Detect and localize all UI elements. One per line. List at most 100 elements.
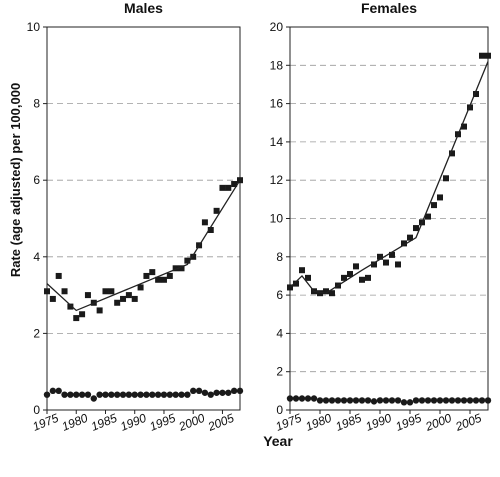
circle-point xyxy=(137,391,144,398)
circle-point xyxy=(466,397,474,404)
circle-point xyxy=(166,391,174,398)
circle-point xyxy=(298,395,306,402)
y-tick-label: 10 xyxy=(27,20,41,34)
square-point xyxy=(231,181,238,188)
circle-point xyxy=(73,391,80,398)
square-point xyxy=(143,272,150,279)
circle-point xyxy=(352,397,360,404)
trend-line xyxy=(289,61,489,294)
circle-point xyxy=(358,397,366,404)
square-point xyxy=(184,257,191,264)
circle-point xyxy=(376,397,384,404)
y-tick-label: 20 xyxy=(270,20,284,34)
circle-point xyxy=(430,397,438,404)
y-axis-label: Rate (age adjusted) per 100,000 xyxy=(8,83,23,277)
square-point xyxy=(49,295,56,302)
x-tick-label: 2000 xyxy=(176,411,207,434)
square-point xyxy=(131,295,138,302)
y-tick-label: 2 xyxy=(276,365,283,379)
square-point xyxy=(377,253,383,260)
x-tick-label: 1995 xyxy=(147,411,177,434)
circle-point xyxy=(108,391,115,398)
y-tick-label: 8 xyxy=(276,250,283,264)
square-point xyxy=(443,175,449,182)
y-tick-label: 14 xyxy=(270,135,284,149)
y-tick-label: 12 xyxy=(270,173,284,187)
circle-point xyxy=(213,389,220,396)
square-point xyxy=(55,272,62,279)
circle-point xyxy=(334,397,342,404)
circle-point xyxy=(125,391,133,398)
circle-point xyxy=(143,391,150,398)
circle-point xyxy=(304,395,312,402)
square-point xyxy=(467,104,473,111)
circle-point xyxy=(113,391,121,398)
square-point xyxy=(190,253,197,260)
square-point xyxy=(225,184,232,191)
y-tick-label: 16 xyxy=(270,97,284,111)
circle-point xyxy=(328,397,336,404)
circle-point xyxy=(43,391,51,398)
circle-point xyxy=(149,391,156,398)
x-tick-label: 1980 xyxy=(303,411,333,434)
circle-point xyxy=(346,397,354,404)
circle-point xyxy=(236,387,244,395)
y-tick-label: 0 xyxy=(33,403,40,417)
x-tick-label: 2005 xyxy=(205,411,236,434)
circle-point xyxy=(316,397,324,404)
square-point xyxy=(79,311,86,318)
square-point xyxy=(395,261,401,268)
square-point xyxy=(44,288,50,295)
square-point xyxy=(479,52,485,59)
circle-point xyxy=(484,397,492,404)
circle-point xyxy=(207,391,214,398)
x-tick-label: 2000 xyxy=(423,411,454,434)
circle-point xyxy=(178,391,185,398)
square-point xyxy=(114,299,121,306)
circle-point xyxy=(219,389,226,396)
circle-point xyxy=(400,399,408,406)
circle-point xyxy=(364,397,372,404)
circle-point xyxy=(424,397,432,404)
circle-point xyxy=(190,387,197,395)
square-point xyxy=(207,226,214,233)
x-tick-label: 1985 xyxy=(333,411,363,434)
square-point xyxy=(108,288,115,295)
square-point xyxy=(317,290,323,297)
square-point xyxy=(383,259,389,266)
circle-point xyxy=(55,387,62,395)
circle-point xyxy=(154,391,162,398)
square-point xyxy=(137,284,144,291)
circle-point xyxy=(442,397,450,404)
square-point xyxy=(485,52,491,59)
square-point xyxy=(461,123,467,130)
square-point xyxy=(389,251,395,258)
square-point xyxy=(160,276,167,283)
circle-point xyxy=(370,398,378,405)
circle-point xyxy=(172,391,179,398)
circle-point xyxy=(394,397,402,404)
square-point xyxy=(353,263,359,270)
plot-frame xyxy=(46,26,241,411)
circle-point xyxy=(78,391,86,398)
circle-point xyxy=(49,387,57,395)
circle-point xyxy=(96,391,103,398)
circle-point xyxy=(131,391,138,398)
circle-point xyxy=(448,397,456,404)
circle-point xyxy=(436,397,444,404)
circle-point xyxy=(388,397,396,404)
square-point xyxy=(365,274,371,281)
square-point xyxy=(371,261,377,268)
x-tick-label: 1985 xyxy=(89,411,119,434)
circle-point xyxy=(454,397,462,404)
circle-point xyxy=(382,397,390,404)
square-point xyxy=(347,271,353,278)
square-point xyxy=(125,292,132,299)
circle-point xyxy=(90,395,97,402)
circle-point xyxy=(160,391,168,398)
square-point xyxy=(213,207,220,214)
y-tick-label: 6 xyxy=(276,288,283,302)
x-tick-label: 1990 xyxy=(363,411,393,434)
square-point xyxy=(473,91,479,98)
